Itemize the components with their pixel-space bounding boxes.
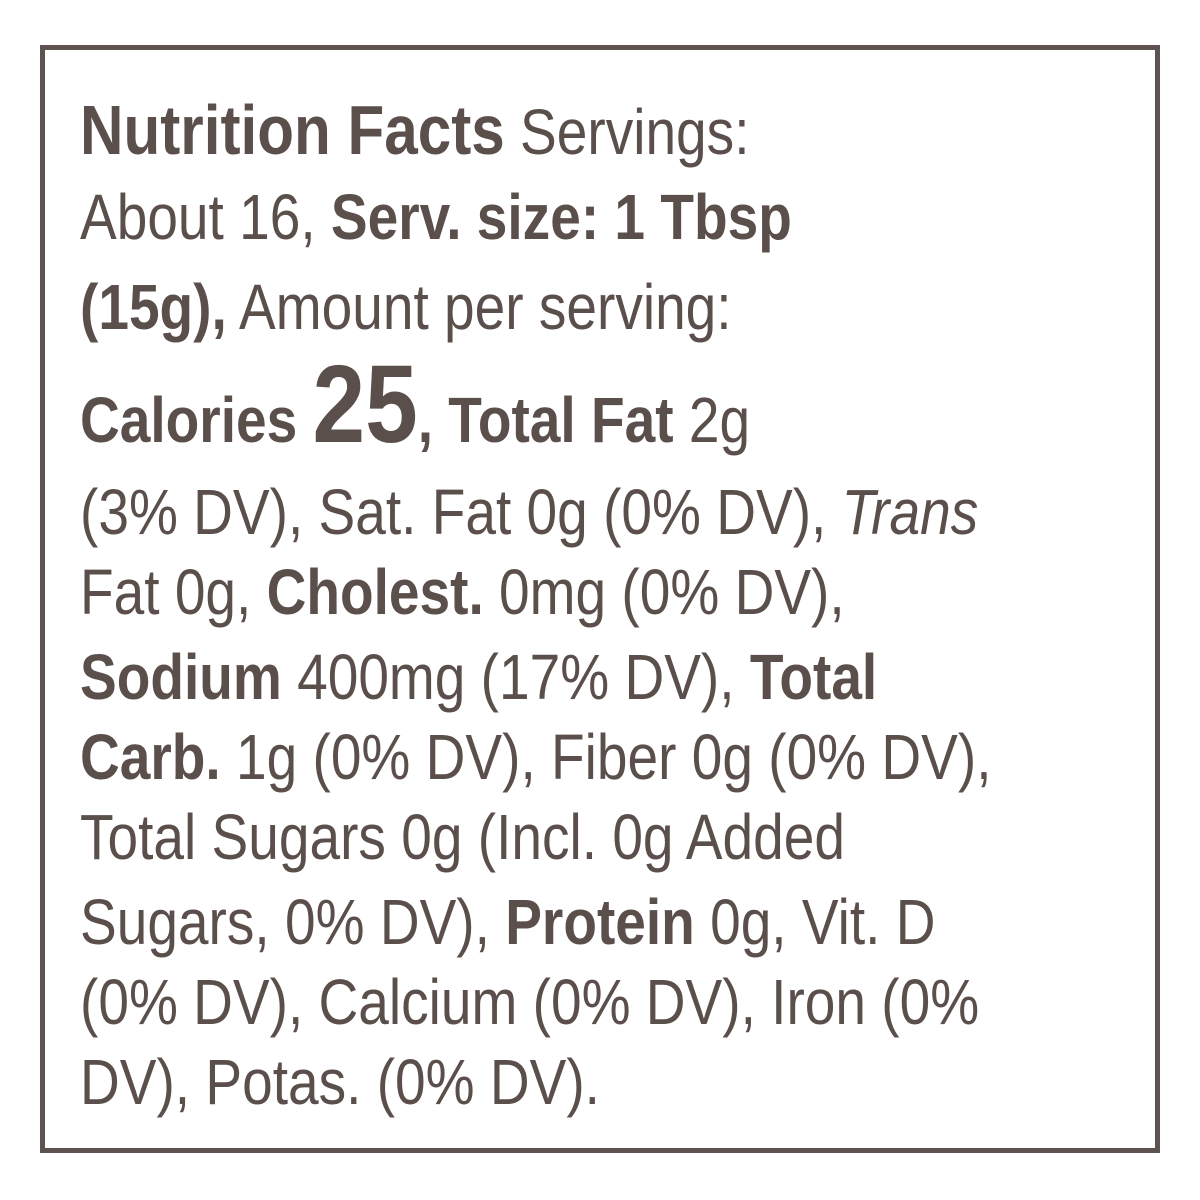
line: Total Sugars 0g (Incl. 0g Added bbox=[80, 805, 845, 869]
text: 400mg (17% DV), bbox=[281, 641, 750, 713]
text: Fat 0g, bbox=[80, 556, 267, 628]
heading: Nutrition Facts bbox=[80, 91, 505, 169]
line: Sodium 400mg (17% DV), Total bbox=[80, 645, 877, 709]
text: DV), Potas. (0% DV). bbox=[80, 1046, 600, 1118]
text-bold: Carb. bbox=[80, 721, 221, 793]
line: (3% DV), Sat. Fat 0g (0% DV), Trans bbox=[80, 480, 978, 544]
text: 0g, Vit. D bbox=[694, 886, 936, 958]
text-bold: Sodium bbox=[80, 641, 282, 713]
text-bold: Cholest. bbox=[266, 556, 484, 628]
text-bold: Protein bbox=[505, 886, 695, 958]
line: (15g), Amount per serving: bbox=[80, 275, 732, 339]
text: Total Sugars 0g (Incl. 0g Added bbox=[80, 801, 845, 873]
line: Fat 0g, Cholest. 0mg (0% DV), bbox=[80, 560, 845, 624]
text-bold: , Total Fat bbox=[417, 384, 674, 456]
line: About 16, Serv. size: 1 Tbsp bbox=[80, 185, 792, 249]
text-bold: Total bbox=[749, 641, 878, 713]
line: (0% DV), Calcium (0% DV), Iron (0% bbox=[80, 970, 979, 1034]
text: (0% DV), Calcium (0% DV), Iron (0% bbox=[80, 966, 980, 1038]
text: Servings: bbox=[504, 96, 750, 168]
text: About 16, bbox=[80, 181, 331, 253]
line: Sugars, 0% DV), Protein 0g, Vit. D bbox=[80, 890, 935, 954]
calories-value: 25 bbox=[312, 343, 418, 466]
text: Amount per serving: bbox=[226, 271, 732, 343]
text: 1g (0% DV), Fiber 0g (0% DV), bbox=[220, 721, 992, 793]
line: Nutrition Facts Servings: bbox=[80, 95, 749, 165]
text-bold: (15g), bbox=[80, 271, 227, 343]
text: Sugars, 0% DV), bbox=[80, 886, 506, 958]
line: Calories 25, Total Fat 2g bbox=[80, 350, 750, 460]
text-italic: Trans bbox=[841, 476, 979, 548]
line: Carb. 1g (0% DV), Fiber 0g (0% DV), bbox=[80, 725, 991, 789]
text: 0mg (0% DV), bbox=[483, 556, 845, 628]
text-bold: Serv. size: 1 Tbsp bbox=[330, 181, 792, 253]
text: (3% DV), Sat. Fat 0g (0% DV), bbox=[80, 476, 842, 548]
text-bold: Calories bbox=[80, 384, 313, 456]
text: 2g bbox=[673, 384, 751, 456]
line: DV), Potas. (0% DV). bbox=[80, 1050, 600, 1114]
label-border bbox=[40, 45, 1160, 1153]
